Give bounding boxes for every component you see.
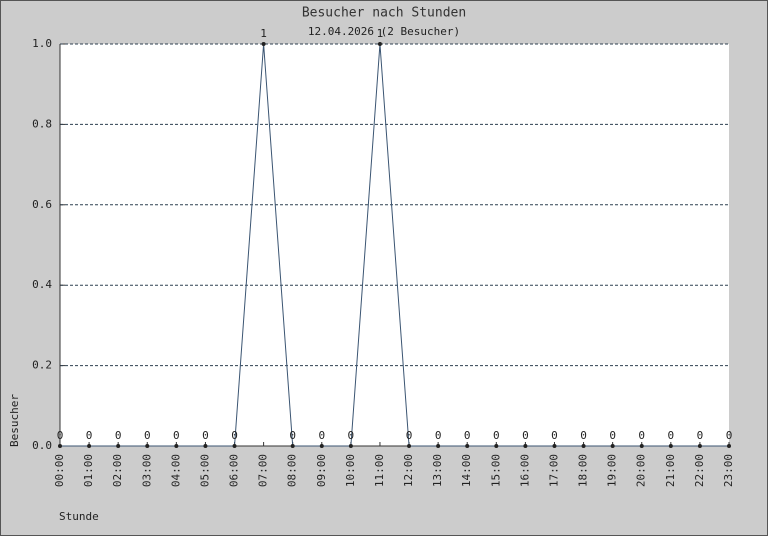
data-label: 0 [493,429,500,442]
y-tick-label: 0.0 [32,439,52,452]
x-tick-label: 18:00 [577,454,590,487]
y-tick-label: 0.2 [32,359,52,372]
y-tick-label: 0.4 [32,278,52,291]
x-tick-label: 09:00 [315,454,328,487]
data-label: 0 [726,429,733,442]
data-label: 0 [551,429,558,442]
data-point [290,444,295,448]
data-point [552,444,557,448]
data-label: 0 [144,429,151,442]
data-label: 0 [697,429,704,442]
data-point [494,444,499,448]
data-point [523,444,528,448]
x-tick-label: 10:00 [344,454,357,487]
data-label: 0 [348,429,355,442]
x-tick-label: 20:00 [635,454,648,487]
x-tick-label: 21:00 [664,454,677,487]
data-line [60,43,729,447]
data-point [116,444,121,448]
data-point [697,444,702,448]
x-tick-label: 00:00 [53,454,66,487]
x-axis-label: Stunde [59,510,99,523]
x-tick-label: 13:00 [431,454,444,487]
data-label: 1 [377,27,384,40]
data-label: 0 [668,429,675,442]
data-point [639,444,644,448]
data-point [436,444,441,448]
data-label: 1 [260,27,267,40]
data-point [377,42,382,46]
x-tick-label: 11:00 [373,454,386,487]
x-tick-label: 07:00 [257,454,270,487]
chart-subtitle: 12.04.2026 (2 Besucher) [308,25,460,38]
data-point [203,444,208,448]
x-tick-label: 14:00 [460,454,473,487]
x-tick-label: 03:00 [140,454,153,487]
x-tick-label: 23:00 [722,454,735,487]
data-point [145,444,150,448]
data-point [261,42,266,46]
x-tick-label: 17:00 [547,454,560,487]
data-point [407,444,412,448]
data-label: 0 [318,429,325,442]
data-point [87,444,92,448]
x-tick-label: 02:00 [111,454,124,487]
data-label: 0 [57,429,64,442]
data-label: 0 [609,429,616,442]
data-label: 0 [435,429,442,442]
data-label: 0 [580,429,587,442]
data-label: 0 [86,429,93,442]
data-label: 0 [202,429,209,442]
x-tick-label: 04:00 [169,454,182,487]
x-tick-label: 12:00 [402,454,415,487]
data-point [581,444,586,448]
y-tick-label: 0.6 [32,198,52,211]
x-tick-label: 15:00 [489,454,502,487]
x-tick-label: 16:00 [518,454,531,487]
data-point [58,444,62,448]
data-label: 0 [289,429,296,442]
x-tick-label: 08:00 [286,454,299,487]
y-tick-label: 0.8 [32,117,52,130]
data-label: 0 [173,429,180,442]
data-label: 0 [406,429,413,442]
data-point [319,444,324,448]
data-point [465,444,470,448]
x-tick-label: 22:00 [693,454,706,487]
data-point [727,444,731,448]
data-label: 0 [231,429,238,442]
data-label: 0 [638,429,645,442]
data-point [348,444,353,448]
data-point [610,444,615,448]
y-tick-label: 1.0 [32,37,52,50]
data-point [668,444,673,448]
data-point [174,444,179,448]
x-tick-label: 19:00 [606,454,619,487]
x-tick-label: 01:00 [82,454,95,487]
chart-title: Besucher nach Stunden [302,6,466,21]
x-tick-label: 06:00 [228,454,241,487]
data-point [232,444,237,448]
y-axis-label: Besucher [8,394,21,447]
data-label: 0 [115,429,122,442]
x-tick-label: 05:00 [198,454,211,487]
data-label: 0 [464,429,471,442]
data-label: 0 [522,429,529,442]
